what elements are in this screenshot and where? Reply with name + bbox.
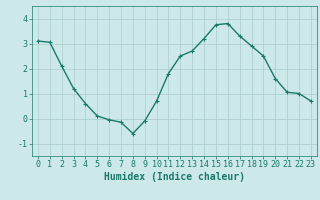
X-axis label: Humidex (Indice chaleur): Humidex (Indice chaleur) bbox=[104, 172, 245, 182]
